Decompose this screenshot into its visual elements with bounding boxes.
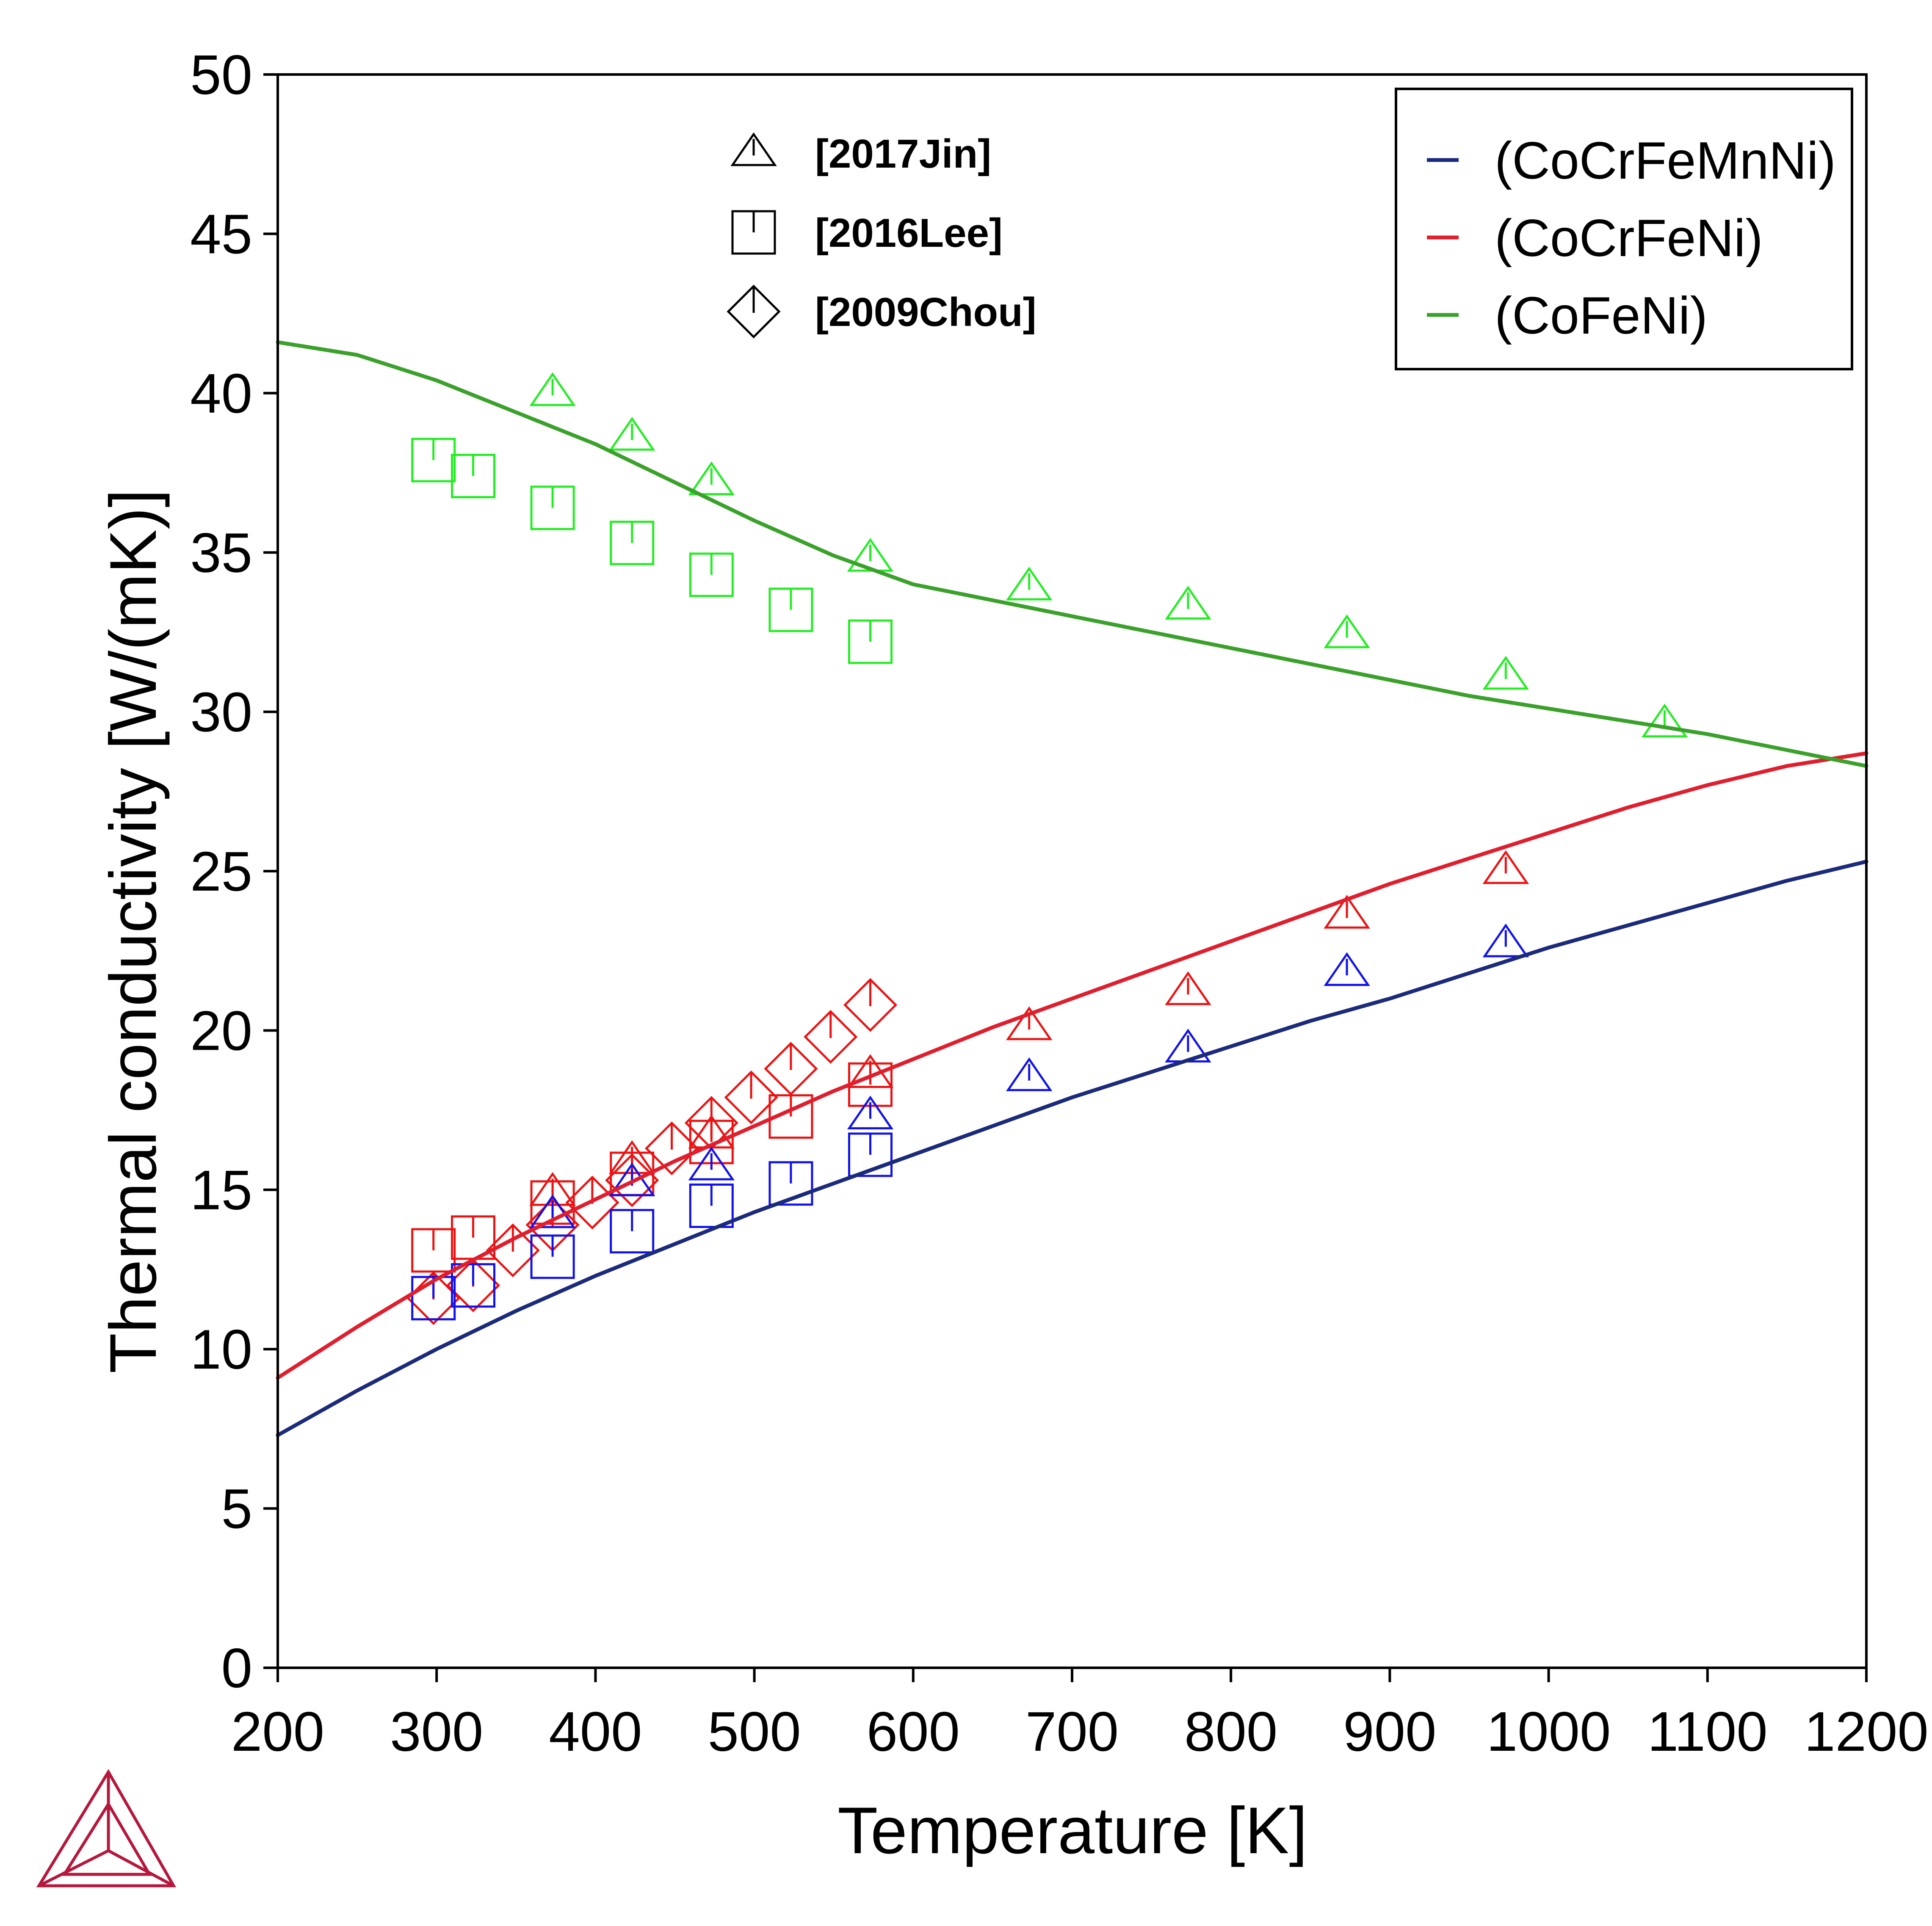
x-tick-label: 1200: [1804, 1700, 1929, 1763]
x-tick-label: 700: [1025, 1700, 1119, 1763]
y-tick-label: 25: [190, 840, 252, 902]
diamond-marker-cocrfeni-10: [804, 1010, 858, 1064]
square-marker-cofeni-2: [530, 486, 575, 530]
square-marker-cofeni-3: [610, 521, 655, 566]
square-marker-cofeni-1: [451, 454, 495, 499]
y-tick-label: 10: [190, 1318, 252, 1380]
y-tick-label: 20: [190, 999, 252, 1062]
square-marker-cocrfemnni-5: [768, 1161, 813, 1206]
triangle-marker-cofeni-7: [1482, 656, 1529, 690]
legend-ref-2016lee: [2016Lee]: [815, 210, 1003, 256]
square-marker-cocrfeni-6: [848, 1062, 893, 1107]
square-marker-cofeni-5: [768, 588, 813, 632]
series-legend: (CoCrFeMnNi) (CoCrFeNi) (CoFeNi): [1395, 88, 1853, 370]
experimental-group-2017jin-cocrfemnni: [529, 923, 1529, 1228]
x-tick-label: 1000: [1487, 1700, 1611, 1763]
legend-label-cocrfemnni: (CoCrFeMnNi): [1495, 132, 1836, 190]
y-tick-label: 0: [221, 1637, 252, 1699]
series-legend-frame: [1395, 88, 1853, 370]
experimental-group-2016lee-cofeni: [411, 438, 893, 664]
triangle-marker-cofeni-5: [1165, 585, 1211, 620]
triangle-marker-cocrfemnni-4: [1006, 1057, 1053, 1091]
series-line-cofeni: [276, 340, 1868, 768]
y-tick-label: 40: [190, 362, 252, 425]
experimental-group-2017jin-cofeni: [529, 372, 1688, 738]
y-tick-label: 15: [190, 1159, 252, 1221]
series-line-cocrfeni: [276, 751, 1868, 1380]
x-tick-label: 500: [708, 1700, 801, 1763]
legend-ref-2017jin: [2017Jin]: [815, 131, 991, 177]
x-tick-label: 900: [1343, 1700, 1436, 1763]
series-line-cocrfemnni: [276, 859, 1868, 1437]
legend-diamond-marker: [727, 284, 781, 339]
triangle-marker-cofeni-4: [1006, 566, 1053, 601]
x-tick-label: 800: [1184, 1700, 1277, 1763]
triangle-marker-cofeni-2: [688, 461, 735, 495]
x-tick-label: 1100: [1647, 1700, 1768, 1763]
square-marker-cocrfemnni-1: [451, 1263, 495, 1308]
diamond-marker-cocrfeni-11: [843, 978, 898, 1032]
diamond-marker-cocrfeni-9: [764, 1042, 818, 1096]
triangle-marker-cocrfeni-7: [1482, 850, 1529, 884]
triangle-marker-cocrfemnni-2: [688, 1146, 735, 1181]
square-marker-cocrfemnni-2: [530, 1234, 575, 1279]
legend-label-cofeni: (CoFeNi): [1495, 287, 1708, 345]
square-marker-cofeni-0: [411, 438, 456, 483]
square-marker-cofeni-6: [848, 619, 893, 664]
diamond-marker-cocrfeni-8: [724, 1070, 778, 1125]
legend-triangle-marker: [730, 132, 777, 166]
triangle-marker-cocrfeni-6: [1324, 894, 1370, 929]
data-layer: [276, 340, 1868, 1437]
x-axis-title: Temperature [K]: [837, 1794, 1307, 1868]
legend-ref-2009chou: [2009Chou]: [815, 290, 1036, 335]
y-tick-label: 45: [190, 203, 252, 265]
experimental-group-2016lee-cocrfeni: [411, 1062, 893, 1273]
square-marker-cocrfemnni-6: [848, 1132, 893, 1177]
x-tick-label: 400: [549, 1700, 642, 1763]
axes-layer: 200 300 400 500 600 700 800 900 1000 1100 1200 0 5 10…: [190, 44, 1929, 1763]
experimental-group-2016lee-cocrfemnni: [411, 1132, 893, 1321]
triangle-marker-cofeni-1: [608, 417, 655, 451]
triangle-marker-cofeni-6: [1324, 614, 1370, 648]
thermo-calc-triangle-logo: [36, 1769, 177, 1887]
marker-legend: [2017Jin] [2016Lee] [2009Chou]: [727, 131, 1036, 339]
legend-label-cocrfeni: (CoCrFeNi): [1495, 209, 1763, 268]
x-tick-label: 200: [231, 1700, 324, 1763]
triangle-marker-cocrfemnni-0: [529, 1194, 576, 1228]
y-tick-label: 50: [190, 44, 252, 106]
legend-square-marker: [731, 210, 776, 255]
y-tick-label: 35: [190, 522, 252, 584]
square-marker-cocrfeni-1: [451, 1215, 495, 1260]
diamond-marker-cocrfeni-6: [644, 1121, 699, 1175]
triangle-marker-cocrfemnni-3: [847, 1095, 894, 1130]
triangle-marker-cocrfemnni-6: [1324, 952, 1370, 986]
triangle-marker-cofeni-8: [1641, 704, 1688, 738]
triangle-marker-cocrfeni-5: [1165, 971, 1211, 1005]
triangle-marker-cofeni-0: [529, 372, 576, 406]
x-tick-label: 600: [867, 1700, 960, 1763]
x-tick-label: 300: [390, 1700, 483, 1763]
square-marker-cocrfeni-5: [768, 1094, 813, 1139]
y-tick-label: 5: [221, 1478, 252, 1540]
triangle-marker-cocrfemnni-7: [1482, 923, 1529, 957]
square-marker-cofeni-4: [689, 552, 734, 597]
y-tick-label: 30: [190, 681, 252, 743]
square-marker-cocrfemnni-4: [689, 1183, 734, 1228]
square-marker-cocrfeni-4: [689, 1120, 734, 1164]
y-axis-title: Thermal conductivity [W/(mK)]: [97, 489, 170, 1373]
